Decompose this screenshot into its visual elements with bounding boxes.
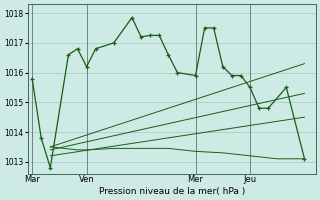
X-axis label: Pression niveau de la mer( hPa ): Pression niveau de la mer( hPa ) (99, 187, 245, 196)
